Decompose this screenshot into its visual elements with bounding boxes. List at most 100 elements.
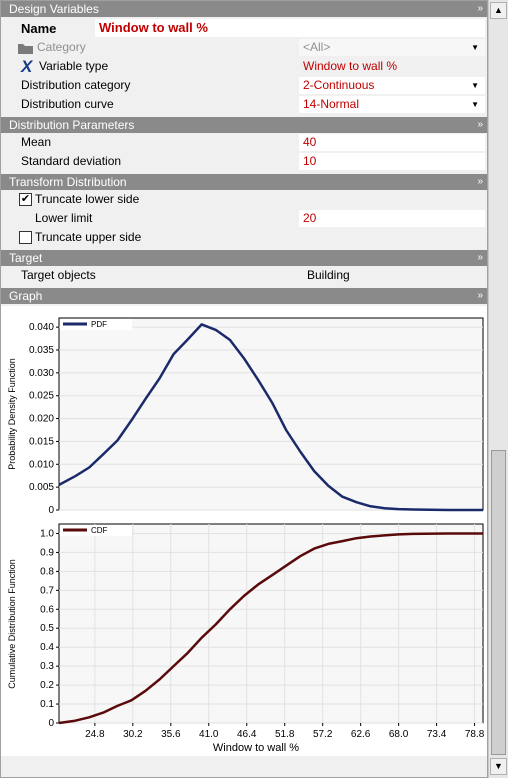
y-axis-label: Probability Density Function xyxy=(7,358,17,470)
x-tick-label: 35.6 xyxy=(161,729,181,740)
dropdown-arrow-icon[interactable]: ▼ xyxy=(471,43,479,52)
truncate-lower-checkbox[interactable]: ✔ xyxy=(19,193,32,206)
x-tick-label: 73.4 xyxy=(427,729,447,740)
x-tick-label: 46.4 xyxy=(237,729,257,740)
section-distribution-parameters[interactable]: Distribution Parameters » xyxy=(1,117,487,133)
y-tick-label: 0.020 xyxy=(29,414,54,425)
truncate-upper-checkbox[interactable] xyxy=(19,231,32,244)
series-line-pdf xyxy=(58,323,483,512)
standard-deviation-row: Standard deviation 10 xyxy=(1,152,487,171)
collapse-chevron-icon[interactable]: » xyxy=(477,290,483,301)
x-tick-label: 78.8 xyxy=(465,729,485,740)
truncate-lower-row: ✔ Truncate lower side xyxy=(1,190,487,209)
distribution-charts: 0 0.005 0.010 0.015 0.020 0.025 0.030 0.035 0.04… xyxy=(7,317,485,754)
y-tick-label: 0.025 xyxy=(29,391,54,402)
distribution-curve-select[interactable]: 14-Normal ▼ xyxy=(299,96,485,113)
y-tick-label: 0 xyxy=(48,505,54,516)
distribution-category-select[interactable]: 2-Continuous ▼ xyxy=(299,77,485,94)
graph-area: 0 0.005 0.010 0.015 0.020 0.025 0.030 0.035 0.04… xyxy=(1,306,487,756)
y-tick-label: 0.6 xyxy=(40,604,54,615)
name-label: Name xyxy=(21,21,57,36)
section-title: Target xyxy=(9,251,43,265)
section-title: Distribution Parameters xyxy=(9,118,135,132)
legend-box xyxy=(60,525,132,536)
distribution-curve-row: Distribution curve 14-Normal ▼ xyxy=(1,95,487,114)
section-transform-distribution[interactable]: Transform Distribution » xyxy=(1,174,487,190)
variable-type-value: Window to wall % xyxy=(303,59,398,73)
dropdown-arrow-icon[interactable]: ▼ xyxy=(471,100,479,109)
vertical-scrollbar[interactable]: ▲ ▼ xyxy=(488,0,508,778)
standard-deviation-label: Standard deviation xyxy=(21,154,122,168)
category-row: Category <All> ▼ xyxy=(1,38,487,57)
legend-label: PDF xyxy=(91,320,107,329)
folder-icon xyxy=(18,44,33,54)
collapse-chevron-icon[interactable]: » xyxy=(477,252,483,263)
lower-limit-field[interactable]: 20 xyxy=(299,210,485,227)
distribution-curve-label: Distribution curve xyxy=(21,97,114,111)
category-select-value: <All> xyxy=(303,40,331,54)
mean-label: Mean xyxy=(21,135,52,149)
series-line-cdf xyxy=(58,532,483,725)
y-tick-label: 0.040 xyxy=(29,322,54,333)
collapse-chevron-icon[interactable]: » xyxy=(477,176,483,187)
collapse-chevron-icon[interactable]: » xyxy=(477,3,483,14)
legend-box xyxy=(60,319,132,330)
mean-field[interactable]: 40 xyxy=(299,134,485,151)
plot-frame xyxy=(58,523,484,724)
distribution-category-label: Distribution category xyxy=(21,78,131,92)
x-tick-label: 30.2 xyxy=(123,729,143,740)
plot-frame xyxy=(58,317,484,511)
variable-type-label: Variable type xyxy=(39,59,109,73)
distribution-category-row: Distribution category 2-Continuous ▼ xyxy=(1,76,487,95)
properties-panel: Design Variables » Name Window to wall %… xyxy=(0,0,488,778)
y-tick-label: 0.5 xyxy=(40,623,54,634)
x-tick-label: 68.0 xyxy=(389,729,409,740)
target-objects-row: Target objects Building xyxy=(1,266,487,285)
category-select[interactable]: <All> ▼ xyxy=(299,39,485,56)
target-objects-value: Building xyxy=(307,268,350,282)
section-target[interactable]: Target » xyxy=(1,250,487,266)
y-tick-label: 0.3 xyxy=(40,661,54,672)
lower-limit-label: Lower limit xyxy=(35,211,93,225)
y-tick-label: 0.9 xyxy=(40,547,54,558)
x-axis-label: Window to wall % xyxy=(213,742,299,754)
distribution-curve-value: 14-Normal xyxy=(303,97,360,111)
section-graph[interactable]: Graph » xyxy=(1,288,487,304)
y-tick-label: 0.015 xyxy=(29,436,54,447)
category-label: Category xyxy=(37,40,86,54)
section-design-variables[interactable]: Design Variables » xyxy=(1,1,487,17)
y-tick-label: 0.8 xyxy=(40,566,54,577)
y-tick-label: 0.005 xyxy=(29,482,54,493)
truncate-upper-label: Truncate upper side xyxy=(35,230,142,244)
target-objects-label: Target objects xyxy=(21,268,96,282)
y-tick-label: 0.1 xyxy=(40,699,54,710)
y-tick-label: 0.4 xyxy=(40,642,54,653)
lower-limit-row: Lower limit 20 xyxy=(1,209,487,228)
x-tick-label: 57.2 xyxy=(313,729,333,740)
name-row: Name Window to wall % xyxy=(1,17,487,38)
mean-row: Mean 40 xyxy=(1,133,487,152)
svg-text:X: X xyxy=(20,58,34,75)
dropdown-arrow-icon[interactable]: ▼ xyxy=(471,81,479,90)
distribution-category-value: 2-Continuous xyxy=(303,78,375,92)
name-field[interactable]: Window to wall % xyxy=(95,19,485,37)
standard-deviation-field[interactable]: 10 xyxy=(299,153,485,170)
section-title: Graph xyxy=(9,289,43,303)
collapse-chevron-icon[interactable]: » xyxy=(477,119,483,130)
scrollbar-thumb[interactable] xyxy=(491,450,506,755)
y-axis-label: Cumulative Distribution Function xyxy=(7,559,17,689)
scroll-up-icon[interactable]: ▲ xyxy=(490,2,507,19)
y-tick-label: 0.035 xyxy=(29,345,54,356)
variable-type-row: X Variable type Window to wall % xyxy=(1,57,487,76)
y-tick-label: 1.0 xyxy=(40,528,54,539)
x-tick-label: 41.0 xyxy=(199,729,219,740)
section-title: Design Variables xyxy=(9,2,99,16)
scroll-down-icon[interactable]: ▼ xyxy=(490,758,507,775)
section-title: Transform Distribution xyxy=(9,175,127,189)
y-tick-label: 0.030 xyxy=(29,368,54,379)
y-tick-label: 0.010 xyxy=(29,459,54,470)
legend-label: CDF xyxy=(91,526,108,535)
x-tick-label: 51.8 xyxy=(275,729,295,740)
truncate-lower-label: Truncate lower side xyxy=(35,192,140,206)
x-tick-label: 62.6 xyxy=(351,729,371,740)
